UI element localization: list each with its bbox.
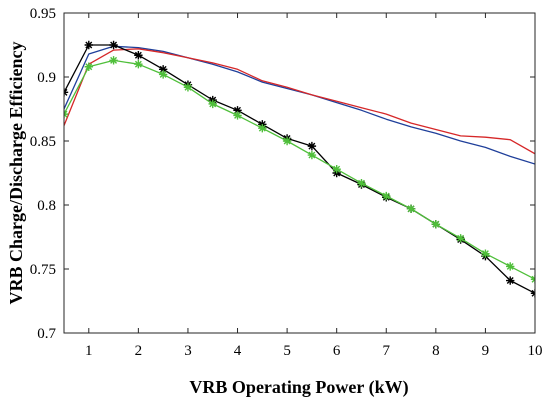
data-point	[158, 65, 168, 74]
y-tick-label: 0.95	[30, 6, 56, 22]
x-tick-label: 5	[283, 343, 291, 359]
data-point	[282, 136, 292, 146]
x-tick-label: 8	[432, 343, 440, 359]
y-tick-label: 0.9	[37, 70, 56, 86]
y-tick-label: 0.75	[30, 262, 56, 278]
plot-background	[64, 13, 535, 333]
data-point	[481, 249, 490, 258]
y-tick-label: 0.8	[37, 198, 56, 214]
series-line	[64, 48, 535, 155]
data-point	[332, 164, 341, 174]
x-axis-label: VRB Operating Power (kW)	[189, 377, 408, 398]
series-3	[64, 56, 535, 284]
data-point	[134, 51, 143, 60]
data-point	[84, 62, 93, 71]
tick-layer: 1 2 3 4 5 6 7 8 9 10 0.7 0.75 0.8 0.85 0.9 0.95	[30, 6, 543, 359]
y-axis-label: VRB Charge/Discharge Efficiency	[6, 42, 26, 305]
data-point	[134, 60, 143, 69]
series-1	[64, 48, 535, 155]
data-point	[84, 40, 93, 50]
series-line	[64, 59, 535, 280]
data-point	[406, 204, 416, 214]
data-point	[109, 40, 118, 50]
y-tick-label: 0.85	[30, 134, 56, 150]
data-point	[208, 99, 217, 109]
data-point	[158, 70, 168, 79]
data-point	[307, 141, 317, 151]
x-tick-label: 10	[528, 343, 543, 359]
data-point	[109, 56, 118, 65]
x-tick-label: 3	[184, 343, 192, 359]
x-tick-label: 2	[135, 343, 143, 359]
data-point	[506, 276, 515, 285]
x-tick-label: 4	[234, 343, 242, 359]
x-tick-label: 1	[85, 343, 93, 359]
plot-frame	[63, 12, 536, 334]
data-point	[456, 234, 465, 243]
data-point	[233, 111, 242, 120]
data-point	[357, 179, 366, 188]
data-point	[506, 262, 515, 271]
data-point	[258, 124, 267, 133]
data-point	[233, 106, 242, 115]
data-point	[382, 191, 391, 201]
data-point	[183, 83, 193, 92]
series-layer	[64, 40, 535, 298]
data-point	[307, 150, 317, 160]
data-point	[431, 220, 441, 229]
x-tick-label: 6	[333, 343, 341, 359]
y-tick-label: 0.7	[37, 326, 56, 342]
x-tick-label: 9	[482, 343, 490, 359]
series-line	[64, 44, 535, 294]
x-tick-label: 7	[383, 343, 391, 359]
